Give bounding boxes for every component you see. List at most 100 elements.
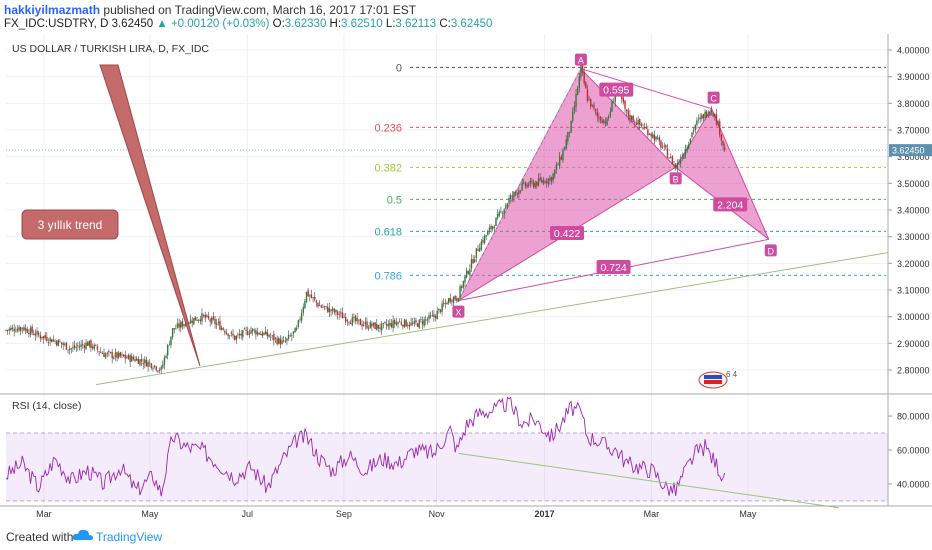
candle-body — [122, 354, 125, 357]
candle-body — [478, 248, 481, 252]
candle-body — [158, 369, 161, 371]
candle-body — [294, 327, 296, 333]
candle-body — [539, 177, 541, 181]
candle-body — [720, 134, 723, 141]
candle-body — [91, 346, 94, 349]
tradingview-brand-link[interactable]: TradingView — [96, 530, 163, 544]
price-axis-label: 3.10000 — [897, 286, 930, 296]
candle-body — [604, 121, 607, 124]
candle-body — [345, 317, 347, 322]
chart-area[interactable]: 0 0.236 0.382 0.5 0.618 0.786 X A B C D 0.595 0.422… — [0, 34, 932, 522]
candle-body — [710, 110, 713, 113]
candle-body — [454, 295, 456, 300]
candle-body — [500, 211, 502, 213]
candle-body — [575, 94, 577, 108]
candle-body — [137, 358, 139, 364]
candle-body — [635, 122, 638, 126]
candle-body — [379, 327, 381, 329]
author-link[interactable]: hakkiyilmazmath — [4, 3, 101, 17]
candle-body — [16, 328, 19, 332]
candle-body — [227, 333, 229, 337]
point-label-b: B — [673, 174, 679, 184]
candle-body — [90, 340, 92, 348]
candle-body — [541, 180, 543, 183]
candle-body — [464, 276, 466, 283]
candle-body — [413, 321, 416, 324]
candle-body — [304, 301, 306, 308]
candle-body — [82, 344, 84, 346]
point-label-d: D — [768, 246, 775, 256]
chart-title: US DOLLAR / TURKISH LIRA, D, FX_IDC — [12, 43, 209, 55]
candle-body — [67, 349, 69, 351]
candle-body — [230, 332, 233, 334]
time-axis-label: Mar — [36, 509, 52, 519]
candle-body — [150, 363, 153, 369]
candle-body — [85, 342, 87, 350]
candle-body — [599, 116, 602, 121]
candle-body — [114, 352, 117, 358]
candle-body — [627, 110, 629, 117]
last-price: 3.62450 — [111, 18, 154, 30]
candle-body — [590, 98, 592, 107]
candle-body — [127, 354, 130, 359]
candle-body — [376, 323, 378, 330]
candle-body — [457, 297, 460, 302]
candle-body — [377, 324, 380, 329]
candle-body — [31, 326, 33, 333]
candle-body — [279, 338, 282, 345]
candle-body — [652, 134, 654, 138]
point-label-box — [574, 53, 587, 66]
candle-body — [436, 310, 438, 320]
candle-body — [496, 214, 499, 219]
candle-body — [630, 115, 633, 121]
point-label-box — [669, 172, 682, 185]
annotation-box — [21, 209, 119, 240]
candle-body — [511, 195, 514, 197]
candle-body — [104, 353, 107, 358]
candle-body — [121, 354, 123, 356]
candle-body — [549, 177, 551, 181]
price-axis-label: 3.00000 — [897, 312, 930, 322]
candle-body — [273, 333, 275, 341]
candle-body — [235, 336, 237, 340]
ratio-label-box — [596, 260, 631, 274]
candle-body — [611, 101, 613, 112]
candle-body — [415, 320, 417, 323]
candle-body — [358, 319, 360, 321]
candle-body — [289, 335, 291, 337]
candle-body — [20, 327, 22, 332]
candle-body — [134, 359, 136, 362]
candle-body — [28, 332, 30, 335]
candle-body — [220, 327, 223, 330]
time-axis-label: May — [739, 509, 757, 519]
price-axis-label: 3.70000 — [897, 126, 930, 136]
candle-body — [322, 306, 324, 308]
candle-body — [261, 332, 264, 336]
candle-body — [429, 315, 432, 317]
candle-body — [260, 334, 262, 336]
candle-body — [681, 157, 683, 159]
candle-body — [527, 184, 530, 186]
candle-body — [699, 117, 701, 120]
fib-level-label: 0.382 — [374, 162, 402, 174]
candle-body — [116, 352, 118, 358]
flag-icon[interactable]: 6 4 — [698, 370, 738, 389]
candle-body — [586, 89, 589, 101]
candle-body — [612, 102, 615, 104]
candle-body — [359, 318, 362, 326]
candle-body — [421, 320, 424, 325]
candle-body — [658, 137, 661, 142]
last-price-tag-label: 3.62450 — [892, 146, 925, 156]
candle-body — [18, 327, 20, 331]
candle-body — [309, 295, 311, 297]
candle-body — [88, 340, 90, 346]
candle-body — [157, 370, 159, 372]
candle-body — [263, 333, 265, 335]
candle-body — [559, 156, 561, 166]
candle-body — [225, 332, 228, 335]
candle-body — [152, 368, 154, 370]
candle-body — [648, 133, 651, 135]
candle-body — [531, 181, 533, 182]
candle-body — [570, 120, 572, 133]
candle-body — [696, 120, 698, 126]
